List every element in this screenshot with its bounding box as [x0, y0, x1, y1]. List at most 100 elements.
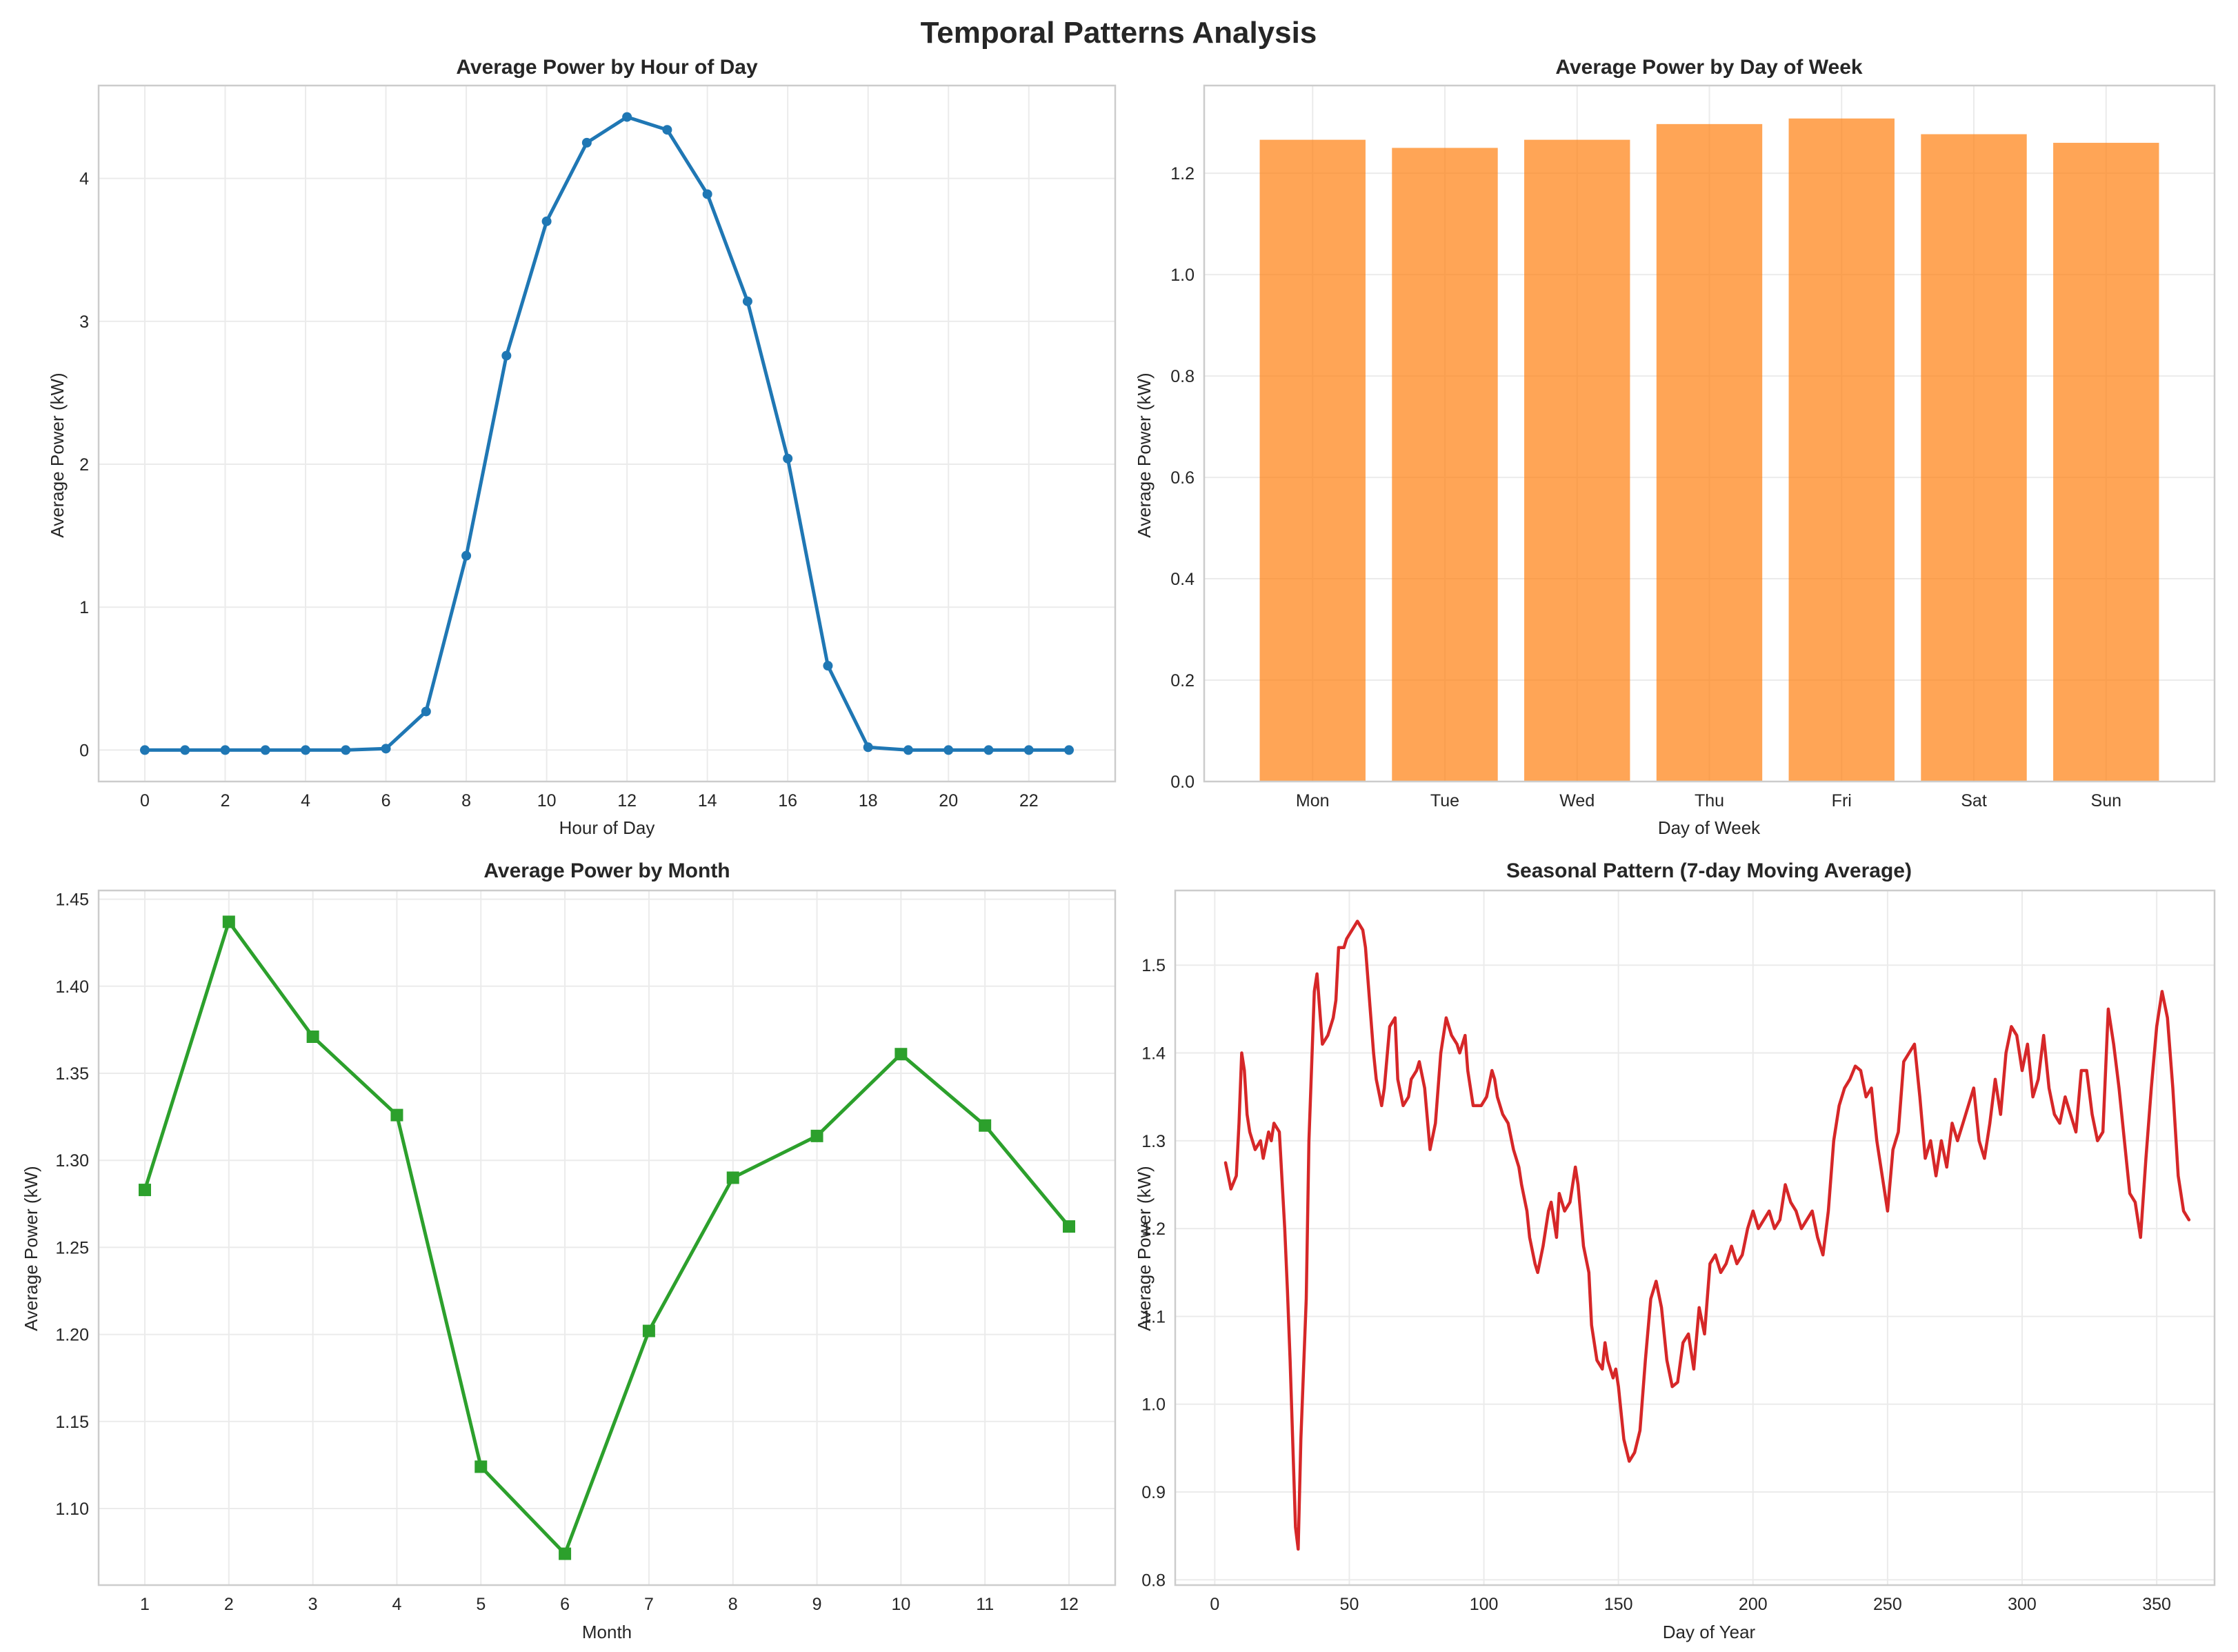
- x-tick-label: 0: [140, 791, 150, 810]
- y-tick-label: 1.15: [55, 1413, 89, 1432]
- plot-frame: [97, 84, 1117, 783]
- data-point: [341, 745, 351, 755]
- plot-area: [1175, 890, 2215, 1585]
- x-tick-label: Tue: [1430, 791, 1459, 810]
- chart-title: Average Power by Day of Week: [1555, 56, 1862, 79]
- y-tick-label: 0.9: [1141, 1483, 1166, 1502]
- data-point: [461, 550, 472, 561]
- x-tick-label: 50: [1340, 1595, 1359, 1614]
- y-tick-label: 1.35: [55, 1064, 89, 1084]
- x-tick-label: 0: [1210, 1595, 1219, 1614]
- data-point: [783, 453, 793, 464]
- y-tick-label: 0.8: [1170, 367, 1195, 386]
- x-tick-label: 10: [537, 791, 557, 810]
- data-point: [581, 137, 592, 148]
- x-tick-label: 100: [1470, 1595, 1499, 1614]
- x-tick-label: Wed: [1559, 791, 1595, 810]
- data-point: [742, 296, 752, 306]
- x-tick-label: 1: [140, 1595, 150, 1614]
- y-axis-label: Average Power (kW): [1134, 372, 1155, 537]
- data-point: [1064, 745, 1074, 755]
- x-tick-label: 12: [617, 791, 637, 810]
- x-tick-label: 4: [301, 791, 310, 810]
- series-line: [143, 115, 1071, 752]
- x-tick-label: Sun: [2091, 791, 2121, 810]
- x-tick-label: 150: [1604, 1595, 1633, 1614]
- data-point: [943, 745, 954, 755]
- data-point: [726, 1171, 739, 1184]
- x-tick-label: 14: [698, 791, 717, 810]
- data-point: [381, 744, 391, 754]
- x-axis-label: Day of Week: [1658, 817, 1761, 838]
- x-tick-label: 8: [728, 1595, 738, 1614]
- x-tick-label: 6: [381, 791, 391, 810]
- data-point: [662, 125, 672, 135]
- data-point: [501, 350, 512, 361]
- y-tick-label: 0: [79, 741, 89, 760]
- y-tick-label: 1.2: [1141, 1220, 1166, 1239]
- x-tick-label: Sat: [1961, 791, 1987, 810]
- x-tick-label: 16: [778, 791, 797, 810]
- bar-fri: [1788, 118, 1895, 782]
- x-axis-label: Hour of Day: [559, 817, 655, 838]
- monthly-power-chart: Average Power by Month Month Average Pow…: [21, 859, 1117, 1642]
- x-tick-label: 8: [461, 791, 471, 810]
- y-tick-label: 1.0: [1141, 1395, 1166, 1415]
- x-tick-label: 11: [976, 1595, 994, 1614]
- data-point: [1023, 745, 1034, 755]
- x-tick-label: 2: [224, 1595, 234, 1614]
- x-tick-label: 2: [221, 791, 230, 810]
- series-line: [1223, 919, 2191, 1551]
- bar-thu: [1656, 123, 1763, 782]
- data-point: [863, 742, 873, 753]
- seasonal-moving-average-chart: Seasonal Pattern (7-day Moving Average) …: [1134, 859, 2216, 1642]
- y-tick-label: 0.2: [1170, 671, 1195, 690]
- data-point: [903, 745, 913, 755]
- x-tick-label: 300: [2008, 1595, 2037, 1614]
- bar-sat: [1921, 134, 2027, 782]
- y-tick-label: 1.20: [55, 1326, 89, 1345]
- data-point: [979, 1119, 992, 1132]
- y-tick-label: 0.8: [1141, 1571, 1166, 1590]
- x-tick-label: 10: [891, 1595, 910, 1614]
- gridlines: [1175, 890, 2215, 1585]
- data-point: [306, 1031, 319, 1043]
- y-tick-label: 0.4: [1170, 570, 1195, 589]
- data-point: [895, 1048, 908, 1061]
- data-point: [140, 745, 150, 755]
- y-tick-label: 0.0: [1170, 773, 1195, 792]
- y-tick-label: 0.6: [1170, 468, 1195, 488]
- data-point: [390, 1108, 403, 1122]
- data-point: [180, 745, 190, 755]
- x-tick-label: 250: [1873, 1595, 1902, 1614]
- plot-frame: [1174, 889, 2216, 1586]
- y-tick-label: 1.45: [55, 890, 89, 910]
- x-tick-label: 200: [1739, 1595, 1768, 1614]
- data-point: [260, 745, 270, 755]
- bar-tue: [1392, 148, 1498, 782]
- y-tick-label: 1.4: [1141, 1044, 1166, 1064]
- x-tick-label: 20: [939, 791, 958, 810]
- x-axis-label: Day of Year: [1663, 1622, 1756, 1642]
- y-tick-label: 1.1: [1141, 1307, 1166, 1326]
- plot-area: [99, 890, 1115, 1585]
- y-tick-label: 1.30: [55, 1151, 89, 1171]
- data-point: [642, 1324, 655, 1337]
- x-tick-label: 350: [2142, 1595, 2171, 1614]
- y-tick-label: 1.40: [55, 977, 89, 997]
- plot-frame: [1203, 84, 2216, 783]
- data-point: [421, 706, 431, 717]
- bar-wed: [1524, 139, 1630, 782]
- gridlines: [99, 890, 1115, 1585]
- x-tick-label: 7: [644, 1595, 654, 1614]
- y-axis-label: Average Power (kW): [1134, 1166, 1155, 1331]
- data-point: [220, 745, 230, 755]
- y-axis-label: Average Power (kW): [21, 1166, 41, 1331]
- data-point: [702, 189, 712, 199]
- y-tick-label: 1.3: [1141, 1132, 1166, 1151]
- x-axis-label: Month: [582, 1622, 632, 1642]
- x-tick-label: Fri: [1832, 791, 1852, 810]
- y-tick-label: 4: [79, 170, 89, 189]
- data-point: [1063, 1220, 1075, 1233]
